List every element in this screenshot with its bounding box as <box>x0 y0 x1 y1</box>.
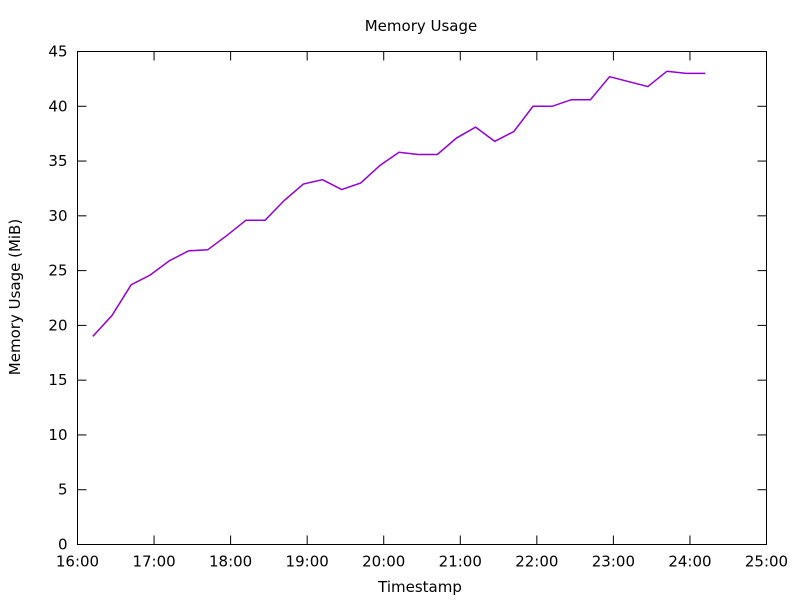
x-tick-label: 23:00 <box>592 553 635 571</box>
y-tick-label: 5 <box>58 481 68 499</box>
y-tick-label: 35 <box>48 152 67 170</box>
y-tick-label: 10 <box>48 426 67 444</box>
x-tick-label: 16:00 <box>56 553 99 571</box>
y-tick-label: 40 <box>48 97 67 115</box>
x-tick-label: 24:00 <box>668 553 711 571</box>
x-tick-label: 21:00 <box>439 553 482 571</box>
plot-frame <box>77 51 767 545</box>
x-tick-label: 22:00 <box>515 553 558 571</box>
chart-title: Memory Usage <box>365 17 478 35</box>
y-axis-label: Memory Usage (MiB) <box>6 219 24 375</box>
x-tick-label: 20:00 <box>362 553 405 571</box>
x-tick-label: 19:00 <box>286 553 329 571</box>
x-tick-label: 17:00 <box>132 553 175 571</box>
y-tick-label: 20 <box>48 316 67 334</box>
x-tick-label: 25:00 <box>745 553 788 571</box>
y-tick-label: 0 <box>58 536 68 554</box>
y-tick-label: 45 <box>48 43 67 61</box>
y-tick-label: 15 <box>48 371 67 389</box>
series-line-memory <box>92 70 706 337</box>
data-series <box>92 70 706 337</box>
y-tick-label: 30 <box>48 207 67 225</box>
axis-ticks: 0 5 10 15 20 25 30 35 40 45 16:00 17:00 18:00 19:00 20… <box>48 43 788 571</box>
x-axis-label: Timestamp <box>377 578 462 596</box>
x-tick-label: 18:00 <box>209 553 252 571</box>
y-tick-label: 25 <box>48 262 67 280</box>
